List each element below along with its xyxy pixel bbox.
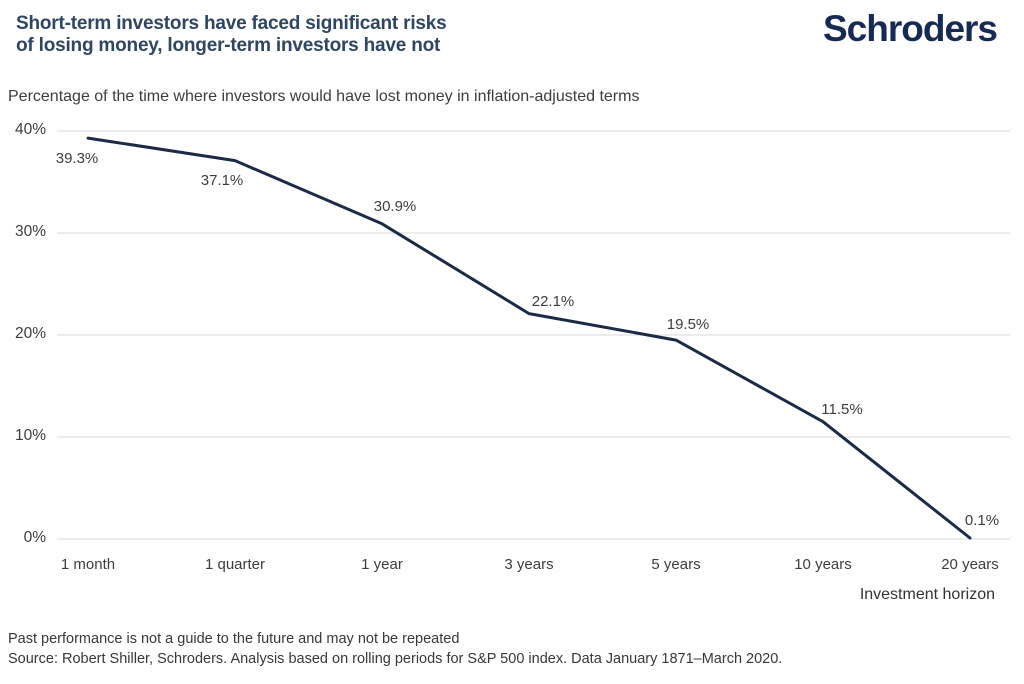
schroders-logo: Schroders: [822, 8, 998, 49]
page-title: Short-term investors have faced signific…: [16, 13, 447, 57]
line-chart-svg: [57, 130, 1010, 540]
page-title-line-1: Short-term investors have faced signific…: [16, 13, 447, 34]
chart-subtitle: Percentage of the time where investors w…: [8, 88, 640, 105]
line-chart: 0% 10% 20% 30% 40% 1 month 1 quarter 1 year 3 y…: [0, 115, 1024, 615]
trend-line: [86, 136, 972, 540]
x-axis-title: Investment horizon: [859, 586, 995, 603]
footnotes: Past performance is not a guide to the f…: [8, 629, 782, 669]
footnote-disclaimer: Past performance is not a guide to the f…: [8, 631, 460, 647]
page-title-line-2: of losing money, longer-term investors h…: [16, 35, 441, 56]
footnote-source: Source: Robert Shiller, Schroders. Analy…: [8, 651, 783, 667]
